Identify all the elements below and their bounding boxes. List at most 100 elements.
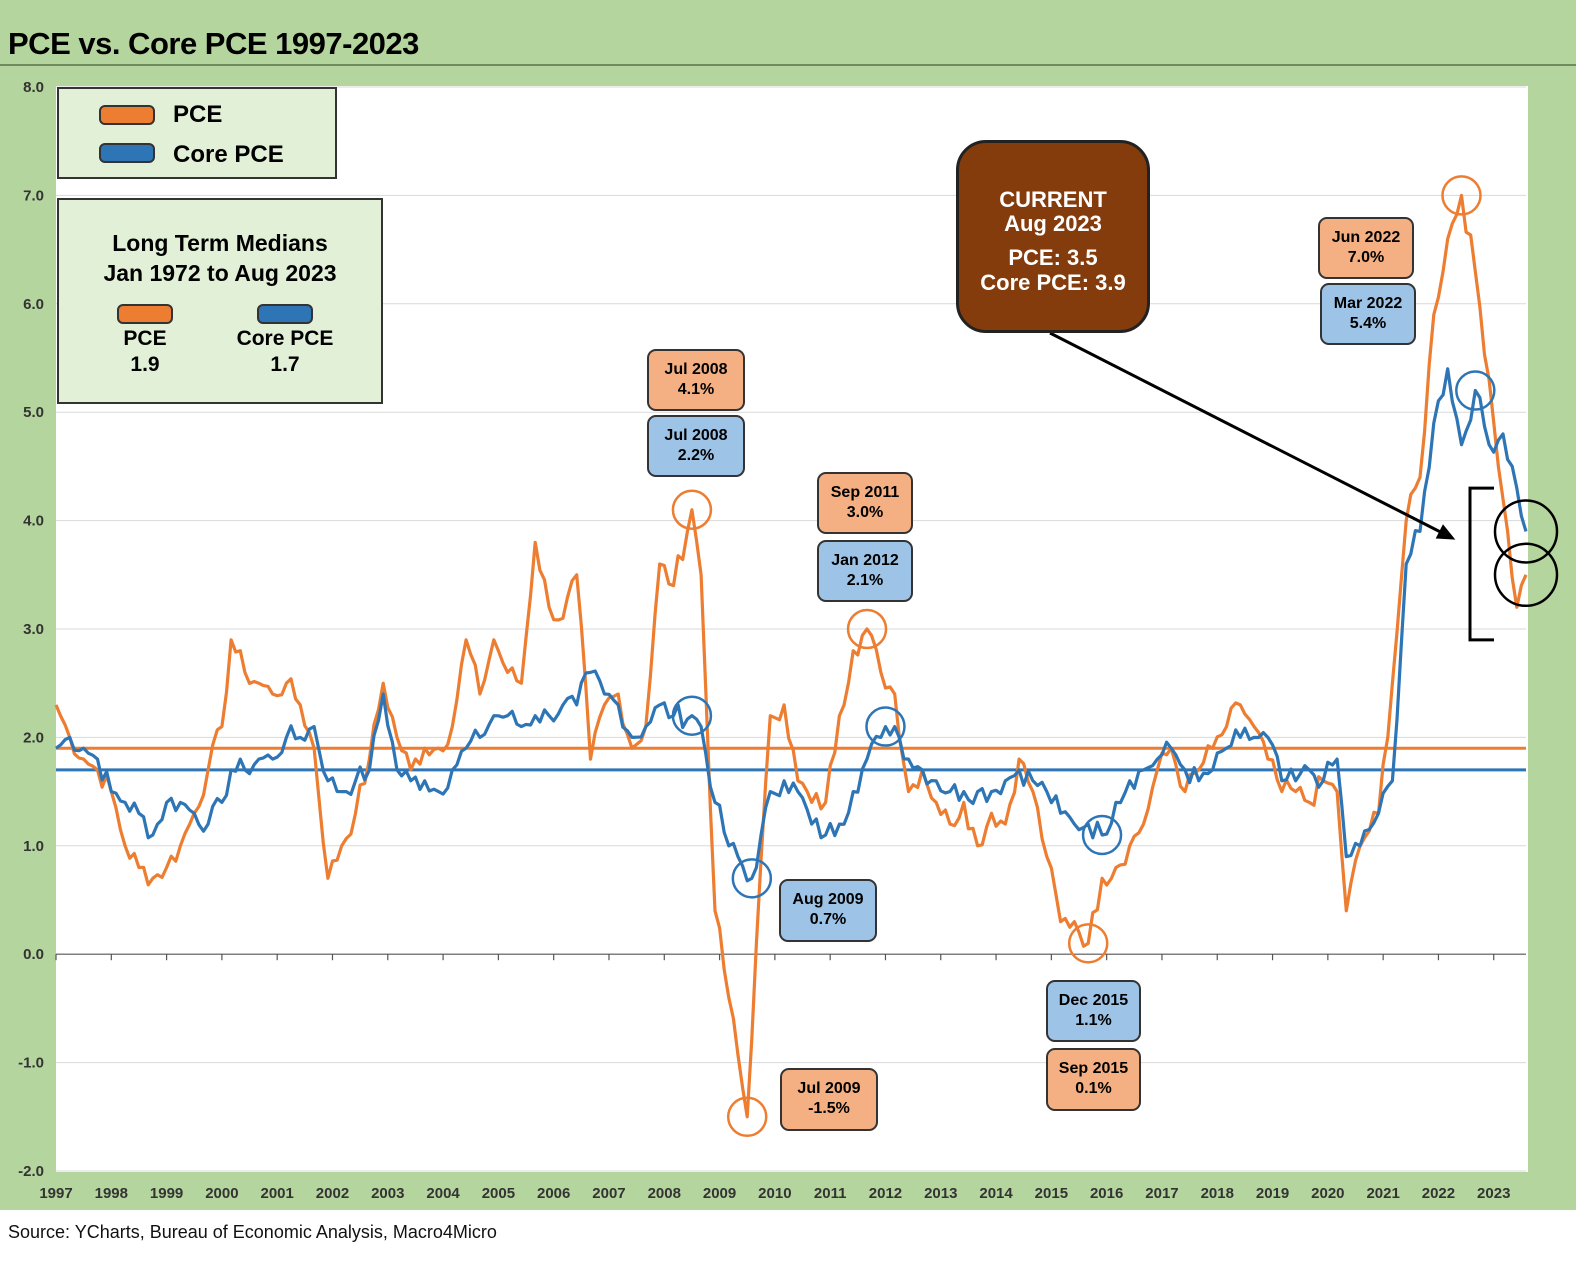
x-tick-label: 2015 bbox=[1035, 1185, 1068, 1202]
x-tick-label: 2017 bbox=[1145, 1185, 1178, 1202]
x-tick-label: 2004 bbox=[426, 1185, 460, 1202]
callout-jan2012-value: 2.1% bbox=[846, 572, 884, 589]
frame-right bbox=[1528, 66, 1576, 1210]
x-tick-label: 2020 bbox=[1311, 1185, 1344, 1202]
highlight-circle-pce-2011-09 bbox=[846, 608, 888, 650]
current-arrow-head bbox=[1435, 524, 1456, 540]
source-note: Source: YCharts, Bureau of Economic Anal… bbox=[8, 1222, 497, 1242]
highlight-circles bbox=[671, 175, 1559, 1138]
callout-jul2008-core-value: 2.2% bbox=[677, 447, 715, 464]
callout-sep2015: Sep 2015 0.1% bbox=[1046, 1048, 1141, 1111]
x-tick-label: 2021 bbox=[1366, 1185, 1399, 1202]
callout-jan2012-date: Jan 2012 bbox=[831, 552, 899, 569]
series-line-pce bbox=[54, 193, 1528, 1119]
legend-label-core: Core PCE bbox=[173, 141, 284, 168]
x-tick-label: 2011 bbox=[814, 1185, 847, 1202]
callout-mar2022-date: Mar 2022 bbox=[1333, 295, 1403, 312]
highlight-circle-core-pce-2022-09 bbox=[1455, 370, 1496, 411]
x-tick-label: 2003 bbox=[371, 1185, 404, 1202]
x-tick-label: 2001 bbox=[261, 1185, 294, 1202]
x-axis-ticks: 1997 1998 1999 2000 2001 2002 2003 2004 2005 2006… bbox=[39, 1185, 1510, 1202]
x-tick-label: 2002 bbox=[316, 1185, 349, 1202]
callout-aug2009-value: 0.7% bbox=[809, 911, 847, 928]
callout-sep2015-date: Sep 2015 bbox=[1058, 1060, 1129, 1077]
callout-jul2008-core: Jul 2008 2.2% bbox=[647, 415, 745, 477]
x-tick-label: 1998 bbox=[95, 1185, 128, 1202]
x-tick-label: 2000 bbox=[205, 1185, 238, 1202]
y-tick-label: 0.0 bbox=[23, 946, 44, 963]
x-tick-label: 1999 bbox=[150, 1185, 183, 1202]
current-line2: Aug 2023 bbox=[1004, 211, 1102, 236]
legend-swatch-core bbox=[99, 143, 155, 163]
y-axis-ticks: 8.0 7.0 6.0 5.0 4.0 3.0 2.0 1.0 0.0 -1.0 -2.0 bbox=[18, 79, 44, 1180]
frame-left bbox=[0, 66, 56, 1210]
highlight-circle-pce-2022-06 bbox=[1441, 175, 1482, 216]
highlight-circle-core-pce-2023-08 bbox=[1493, 499, 1559, 564]
callout-sep2011-date: Sep 2011 bbox=[830, 484, 900, 501]
callout-jun2022-value: 7.0% bbox=[1347, 249, 1385, 266]
callout-sep2015-value: 0.1% bbox=[1075, 1080, 1112, 1097]
medians-pce-label: PCE bbox=[123, 327, 167, 350]
current-line1: CURRENT bbox=[999, 187, 1107, 212]
callout-jul2008-core-date: Jul 2008 bbox=[664, 427, 728, 444]
x-tick-label: 2019 bbox=[1256, 1185, 1289, 1202]
current-line4: Core PCE: 3.9 bbox=[980, 270, 1126, 295]
callout-mar2022: Mar 2022 5.4% bbox=[1320, 283, 1416, 345]
x-axis bbox=[55, 953, 1526, 961]
y-tick-label: 1.0 bbox=[23, 838, 44, 855]
highlight-circle-pce-2009-07 bbox=[726, 1096, 768, 1138]
x-tick-label: 2005 bbox=[482, 1185, 515, 1202]
highlight-circle-pce-2015-09 bbox=[1067, 923, 1109, 964]
current-box: CURRENT Aug 2023 PCE: 3.5 Core PCE: 3.9 bbox=[956, 140, 1150, 333]
y-tick-label: -2.0 bbox=[18, 1163, 44, 1180]
x-tick-label: 2006 bbox=[537, 1185, 570, 1202]
y-tick-label: 3.0 bbox=[23, 621, 44, 638]
callout-aug2009-date: Aug 2009 bbox=[792, 891, 864, 908]
title-bar: PCE vs. Core PCE 1997-2023 bbox=[0, 0, 1576, 66]
callout-dec2015-value: 1.1% bbox=[1075, 1012, 1112, 1029]
callout-sep2011: Sep 2011 3.0% bbox=[817, 472, 913, 534]
y-tick-label: 8.0 bbox=[23, 79, 44, 96]
highlight-circle-core-pce-2012-01 bbox=[865, 706, 906, 747]
x-tick-label: 2023 bbox=[1477, 1185, 1510, 1202]
x-tick-label: 2013 bbox=[924, 1185, 957, 1202]
current-bracket bbox=[1468, 486, 1494, 642]
callout-jul2008-pce: Jul 2008 4.1% bbox=[647, 349, 745, 411]
callout-sep2011-value: 3.0% bbox=[846, 504, 884, 521]
x-tick-label: 2008 bbox=[648, 1185, 681, 1202]
highlight-circle-pce-2023-08 bbox=[1493, 542, 1559, 608]
chart-title: PCE vs. Core PCE 1997-2023 bbox=[8, 26, 419, 61]
callout-jul2009-value: -1.5% bbox=[808, 1100, 850, 1117]
medians-swatch-core bbox=[257, 304, 313, 324]
x-tick-label: 2022 bbox=[1422, 1185, 1455, 1202]
legend: PCE Core PCE bbox=[57, 87, 337, 179]
callout-dec2015: Dec 2015 1.1% bbox=[1046, 980, 1141, 1042]
x-tick-label: 2018 bbox=[1201, 1185, 1234, 1202]
y-tick-label: 6.0 bbox=[23, 296, 44, 313]
medians-box: Long Term Medians Jan 1972 to Aug 2023 P… bbox=[57, 198, 383, 404]
medians-core: Core PCE 1.7 bbox=[225, 326, 345, 378]
current-annotation bbox=[1049, 331, 1494, 642]
medians-core-label: Core PCE bbox=[236, 327, 334, 350]
y-tick-label: -1.0 bbox=[18, 1055, 44, 1072]
current-arrow-line bbox=[1049, 331, 1451, 539]
x-tick-label: 2010 bbox=[758, 1185, 791, 1202]
medians-pce: PCE 1.9 bbox=[95, 326, 195, 378]
callout-jul2008-pce-date: Jul 2008 bbox=[664, 361, 728, 378]
x-tick-label: 2009 bbox=[703, 1185, 736, 1202]
medians-title-line2: Jan 1972 to Aug 2023 bbox=[103, 260, 337, 286]
medians-pce-value: 1.9 bbox=[130, 353, 160, 376]
callout-jun2022: Jun 2022 7.0% bbox=[1318, 217, 1414, 279]
frame-bottom bbox=[0, 1172, 1576, 1210]
callout-jan2012: Jan 2012 2.1% bbox=[817, 540, 913, 602]
highlight-circle-core-pce-2015-12 bbox=[1081, 814, 1123, 856]
x-tick-label: 2014 bbox=[979, 1185, 1013, 1202]
highlight-circle-pce-2008-07 bbox=[671, 489, 713, 531]
medians-swatch-pce bbox=[117, 304, 173, 324]
medians-core-value: 1.7 bbox=[270, 353, 300, 376]
x-tick-label: 2016 bbox=[1090, 1185, 1123, 1202]
x-tick-label: 1997 bbox=[39, 1185, 72, 1202]
callout-dec2015-date: Dec 2015 bbox=[1058, 992, 1129, 1009]
callout-jul2009-date: Jul 2009 bbox=[797, 1080, 861, 1097]
